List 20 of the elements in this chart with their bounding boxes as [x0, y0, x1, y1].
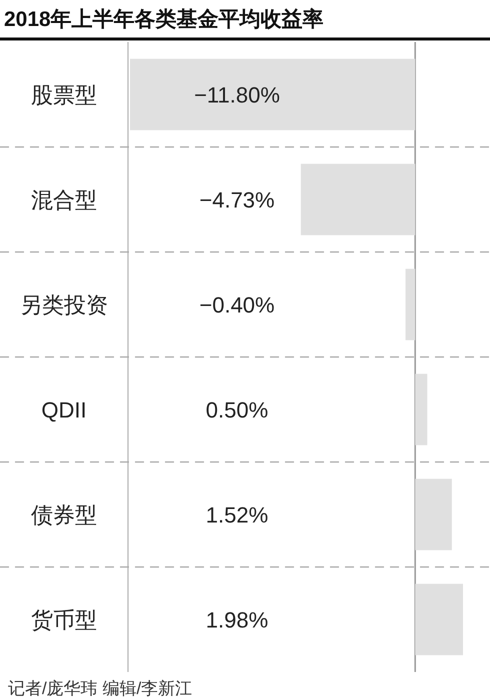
data-label: −11.80% — [194, 82, 280, 108]
y-tick-label: 债券型 — [31, 502, 97, 528]
bar — [415, 584, 463, 656]
y-tick-label: 混合型 — [31, 188, 97, 212]
chart-title: 2018年上半年各类基金平均收益率 — [4, 7, 324, 31]
data-label: 1.52% — [206, 502, 268, 528]
y-tick-label: 货币型 — [31, 608, 97, 632]
data-label: 0.50% — [206, 398, 268, 422]
data-label: −4.73% — [199, 188, 275, 212]
bar — [300, 164, 416, 236]
bar — [405, 268, 416, 340]
data-label: 1.98% — [206, 608, 268, 632]
bar — [130, 58, 416, 130]
bar — [415, 478, 452, 550]
y-tick-label: 另类投资 — [20, 292, 108, 318]
bar — [415, 374, 428, 446]
data-label: −0.40% — [199, 292, 275, 318]
y-tick-label: 股票型 — [31, 82, 97, 108]
y-tick-label: QDII — [41, 398, 87, 422]
text: 记者/庞华玮 编辑/李新江 — [8, 679, 192, 698]
